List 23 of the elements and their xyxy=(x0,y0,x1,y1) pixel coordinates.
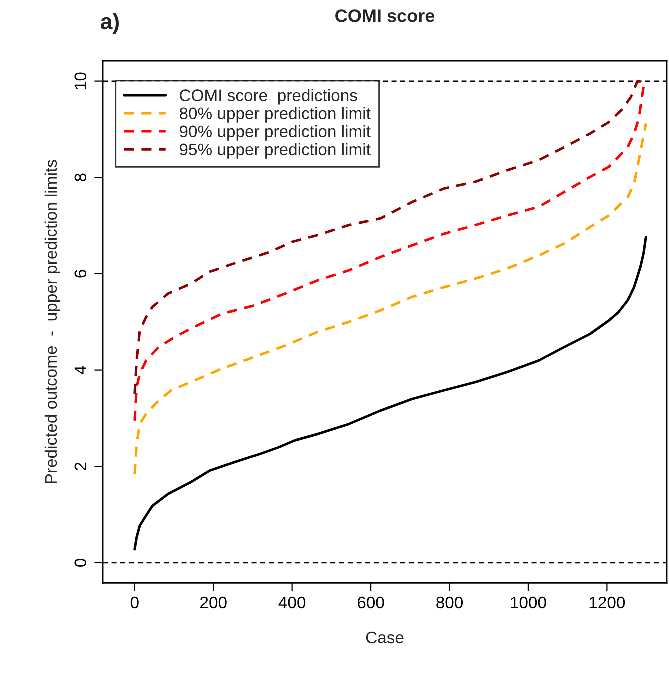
x-tick-label: 200 xyxy=(200,596,227,609)
line-series xyxy=(134,122,648,476)
legend-label: 95% upper prediction limit xyxy=(180,143,371,159)
text: a) xyxy=(101,13,120,34)
x-tick-label: 1000 xyxy=(511,596,546,609)
chart-title: COMI score xyxy=(336,10,435,22)
x-axis-title: Case xyxy=(366,632,404,644)
y-tick-label: 10 xyxy=(74,72,87,90)
y-tick-label: 4 xyxy=(74,366,86,375)
legend-label: 90% upper prediction limit xyxy=(180,125,371,141)
legend-label: COMI score predictions xyxy=(180,89,358,105)
x-tick-label: 600 xyxy=(358,596,384,609)
y-tick-label: 2 xyxy=(74,462,86,470)
x-tick-label: 800 xyxy=(436,596,464,609)
x-tick-label: 400 xyxy=(278,596,306,609)
y-tick-label: 0 xyxy=(74,558,87,567)
x-tick-label: 1200 xyxy=(590,596,626,609)
line-series xyxy=(134,236,648,551)
x-tick-label: 0 xyxy=(130,596,139,609)
y-tick-label: 6 xyxy=(74,270,87,278)
legend-label: 80% upper prediction limit xyxy=(180,107,371,123)
y-axis-title: Predicted outcome - upper prediction limits xyxy=(44,160,60,484)
y-tick-label: 8 xyxy=(74,174,87,182)
